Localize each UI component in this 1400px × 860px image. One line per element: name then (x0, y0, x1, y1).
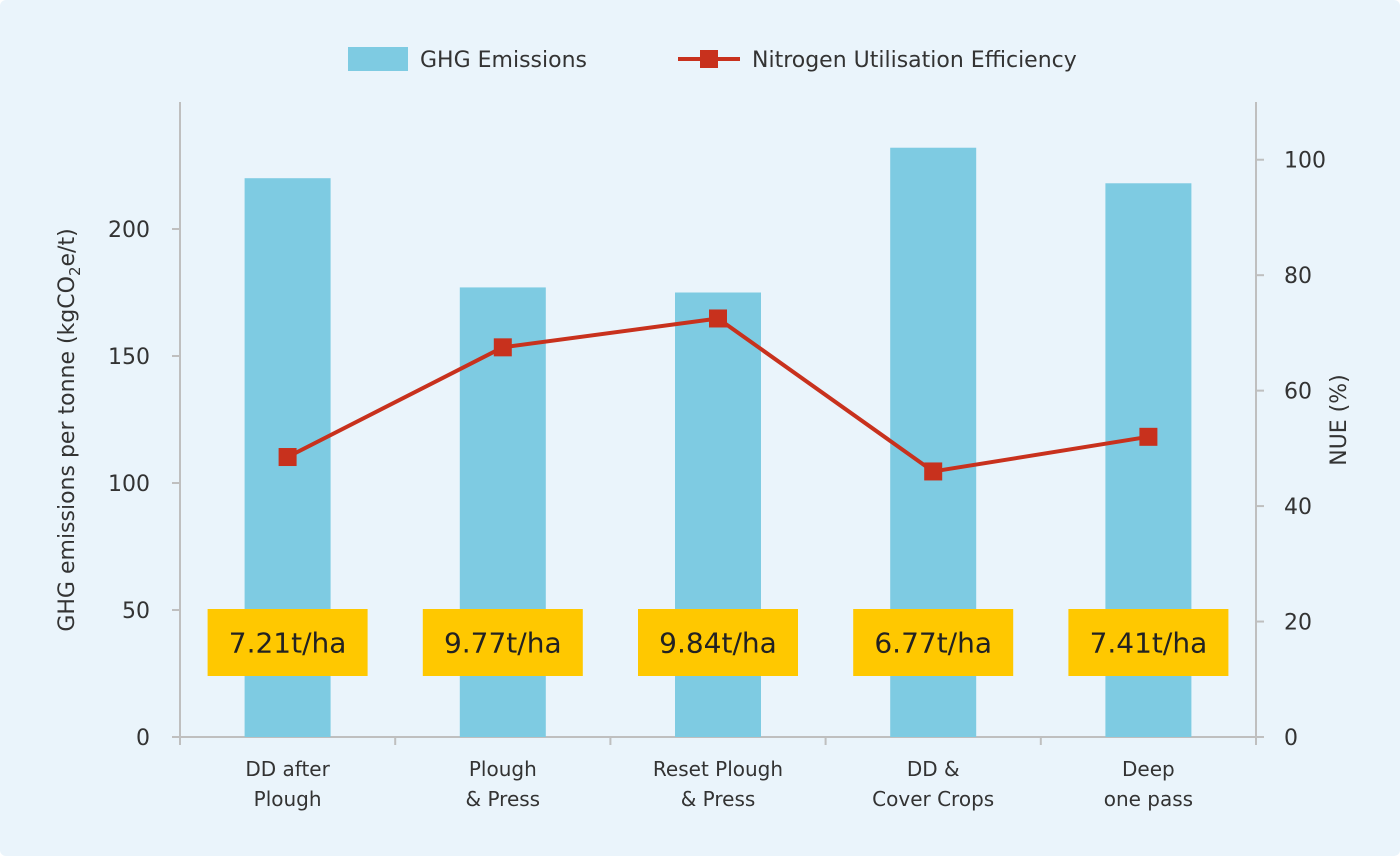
yield-label: 6.77t/ha (874, 627, 992, 660)
nue-marker (278, 448, 297, 467)
left-tick-label: 150 (108, 345, 150, 370)
nue-marker (1139, 427, 1158, 446)
legend: GHG Emissions Nitrogen Utilisation Effic… (348, 47, 1077, 73)
left-tick-label: 100 (108, 472, 150, 497)
left-axis-ticks: 0 50 100 150 200 (108, 218, 180, 751)
y-axis-title-part2: e/t) (55, 228, 80, 266)
yield-badge (422, 609, 583, 676)
right-tick-label: 100 (1284, 149, 1326, 174)
right-tick-label: 20 (1284, 611, 1312, 636)
y-axis-title-part1: GHG emissions per tonne (kgCO (55, 276, 80, 632)
right-tick-label: 60 (1284, 380, 1312, 405)
y-axis-title-subscript: 2 (66, 267, 84, 277)
legend-ghg-label: GHG Emissions (420, 48, 587, 73)
category-label: Deep one pass (1104, 757, 1193, 811)
category-label-line: Plough (254, 787, 322, 811)
category-label-line: Plough (469, 757, 537, 781)
category-label-line: one pass (1104, 787, 1193, 811)
category-label: DD after Plough (245, 757, 330, 811)
category-label-line: & Press (466, 787, 541, 811)
category-label-line: & Press (681, 787, 756, 811)
yield-badge (1068, 609, 1229, 676)
right-tick-label: 80 (1284, 264, 1312, 289)
yield-badge (207, 609, 368, 676)
nue-line-series (278, 309, 1158, 481)
category-label: Reset Plough & Press (653, 757, 783, 811)
category-label-line: Reset Plough (653, 757, 783, 781)
yield-label: 9.77t/ha (444, 627, 562, 660)
nue-marker (709, 309, 727, 328)
yield-label: 9.84t/ha (659, 627, 777, 660)
yield-badge (638, 609, 798, 676)
nue-marker (924, 462, 943, 481)
y2-axis-title: NUE (%) (1327, 374, 1352, 466)
legend-ghg-swatch (348, 47, 408, 71)
yield-label: 7.41t/ha (1090, 627, 1208, 660)
category-label-line: Deep (1122, 757, 1175, 781)
right-tick-label: 0 (1284, 726, 1298, 751)
category-label-line: DD after (245, 757, 330, 781)
yield-badge (853, 609, 1014, 676)
nue-marker (493, 338, 512, 357)
x-axis-ticks (179, 737, 1257, 745)
yield-label: 7.21t/ha (229, 627, 347, 660)
right-tick-label: 40 (1284, 495, 1312, 520)
category-label-line: Cover Crops (872, 787, 994, 811)
category-label: Plough & Press (466, 757, 541, 811)
left-tick-label: 0 (136, 726, 150, 751)
category-labels: DD after Plough Plough & Press Reset Plough &… (245, 757, 1193, 811)
legend-nue-marker (700, 50, 718, 68)
left-tick-label: 50 (122, 599, 150, 624)
right-axis-ticks: 0 20 40 60 80 100 (1256, 149, 1326, 751)
yield-annotations: 7.21t/ha 9.77t/ha 9.84t/ha 6.77t/ha 7.41t/ha (207, 609, 1229, 676)
category-label: DD & Cover Crops (872, 757, 994, 811)
y-axis-title: GHG emissions per tonne (kgCO2e/t) (55, 228, 84, 631)
legend-nue-label: Nitrogen Utilisation Efficiency (752, 48, 1077, 73)
category-label-line: DD & (907, 757, 960, 781)
left-tick-label: 200 (108, 218, 150, 243)
